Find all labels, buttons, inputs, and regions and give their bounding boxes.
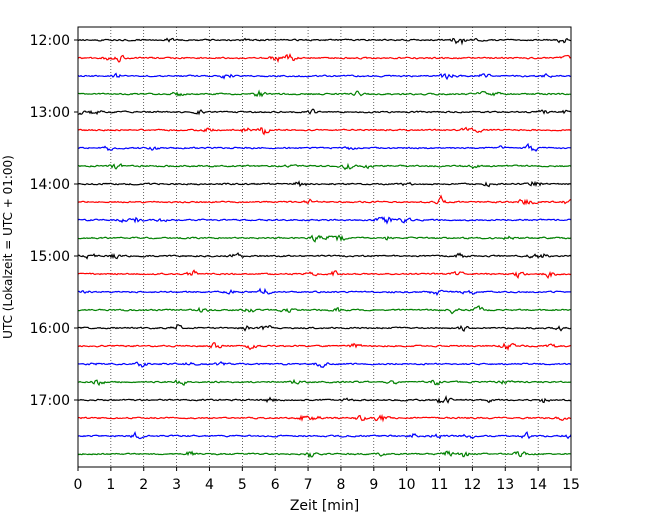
- y-axis: 12:00 13:00 14:00 15:00 16:00 17:00: [30, 33, 78, 409]
- trace-line: [77, 252, 572, 260]
- trace-line: [77, 395, 572, 404]
- x-tick-label: 12: [463, 477, 481, 493]
- trace-line: [77, 72, 572, 81]
- trace-line: [77, 450, 572, 459]
- x-tick-label: 4: [205, 477, 214, 493]
- y-tick-label: 17:00: [30, 393, 70, 409]
- x-tick-label: 15: [562, 477, 580, 493]
- trace-line: [77, 37, 572, 46]
- trace-line: [77, 89, 572, 98]
- x-tick-label: 2: [139, 477, 148, 493]
- trace-line: [77, 269, 572, 279]
- trace-line: [77, 342, 572, 351]
- trace-line: [77, 323, 572, 332]
- x-axis-label: Zeit [min]: [290, 498, 359, 514]
- trace-line: [77, 378, 572, 387]
- x-axis: 0 1 2 3 4 5 6 7 8 9 10 11 12 13 14 15: [74, 467, 580, 493]
- x-tick-label: 6: [271, 477, 280, 493]
- x-tick-label: 8: [336, 477, 345, 493]
- x-tick-label: 3: [172, 477, 181, 493]
- x-tick-label: 13: [496, 477, 514, 493]
- seismic-traces: [77, 37, 572, 459]
- vertical-grid: [110, 27, 539, 467]
- x-tick-label: 11: [431, 477, 449, 493]
- trace-line: [77, 216, 572, 225]
- trace-line: [77, 180, 572, 188]
- trace-line: [77, 287, 572, 296]
- x-tick-label: 1: [106, 477, 115, 493]
- x-tick-label: 0: [74, 477, 83, 493]
- y-tick-label: 16:00: [30, 321, 70, 337]
- trace-line: [77, 234, 572, 243]
- trace-line: [77, 194, 572, 206]
- trace-line: [77, 126, 572, 136]
- y-tick-label: 12:00: [30, 33, 70, 49]
- y-tick-label: 15:00: [30, 249, 70, 265]
- trace-line: [77, 430, 572, 440]
- plot-frame: [77, 26, 572, 468]
- x-tick-label: 5: [238, 477, 247, 493]
- trace-line: [77, 413, 572, 423]
- x-tick-label: 14: [529, 477, 547, 493]
- trace-line: [77, 361, 572, 369]
- y-tick-label: 13:00: [30, 105, 70, 121]
- trace-line: [77, 305, 572, 315]
- y-tick-label: 14:00: [30, 177, 70, 193]
- trace-line: [77, 162, 572, 171]
- x-tick-label: 9: [369, 477, 378, 493]
- y-axis-label: UTC (Lokalzeit = UTC + 01:00): [1, 155, 15, 339]
- trace-line: [77, 108, 572, 116]
- x-tick-label: 10: [398, 477, 416, 493]
- x-tick-label: 7: [304, 477, 313, 493]
- trace-line: [77, 142, 572, 153]
- trace-line: [77, 52, 572, 63]
